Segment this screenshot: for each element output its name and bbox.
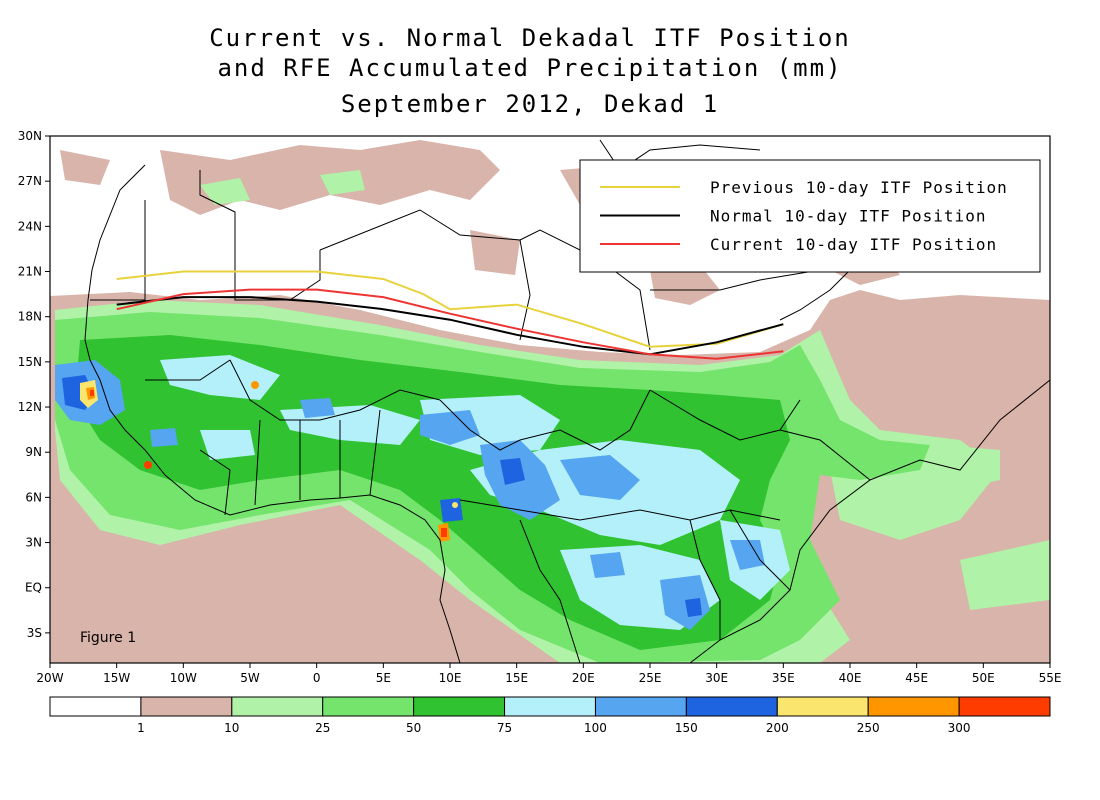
lat-label: 9N — [25, 445, 42, 459]
latitude-axis: 30N 27N 24N 21N 18N 15N 12N 9N 6N 3N EQ 3S — [18, 129, 50, 640]
lat-label: 18N — [18, 310, 42, 324]
color-bar-swatch — [594, 696, 687, 717]
lat-label: 24N — [18, 219, 42, 233]
title-line-2: and RFE Accumulated Precipitation (mm) — [217, 54, 843, 82]
lat-label: 27N — [18, 174, 42, 188]
lon-label: 10W — [170, 671, 197, 685]
legend-label: Previous 10-day ITF Position — [710, 178, 1008, 197]
color-bar-tick-label: 300 — [948, 721, 971, 735]
color-bar-tick-label: 200 — [766, 721, 789, 735]
lon-label: 20W — [36, 671, 63, 685]
itf-lines — [116, 270, 784, 360]
color-bar-tick-label: 250 — [857, 721, 880, 735]
title-line-3: September 2012, Dekad 1 — [340, 90, 720, 118]
color-bar-swatch — [140, 696, 233, 717]
lon-label: 55E — [1039, 671, 1062, 685]
legend-label: Normal 10-day ITF Position — [710, 207, 986, 226]
lon-label: 20E — [572, 671, 595, 685]
lat-label: 21N — [18, 265, 42, 279]
itf-legend: Previous 10-day ITF Position Normal 10-da… — [579, 159, 1041, 273]
precip-color-bar: 1 10 25 50 75 100 150 200 250 300 — [49, 696, 1051, 735]
lon-label: 50E — [972, 671, 995, 685]
lat-label: EQ — [25, 581, 42, 595]
lat-label: 6N — [25, 490, 42, 504]
lon-label: 10E — [439, 671, 462, 685]
itf-line-previous — [116, 270, 784, 348]
color-bar-tick-label: 1 — [137, 721, 145, 735]
itf-line-normal — [116, 296, 784, 356]
lat-label: 3S — [27, 626, 42, 640]
color-bar-tick-label: 75 — [497, 721, 512, 735]
lon-label: 5W — [240, 671, 260, 685]
precip-hotspots-layer — [80, 380, 458, 542]
map-frame — [49, 135, 1051, 664]
lon-label: 5E — [376, 671, 391, 685]
color-bar-swatch — [958, 696, 1051, 717]
lon-label: 15E — [505, 671, 528, 685]
color-bar-swatch — [322, 696, 415, 717]
legend-label: Current 10-day ITF Position — [710, 235, 997, 254]
color-bar-swatch — [776, 696, 869, 717]
lon-label: 45E — [905, 671, 928, 685]
color-bar-swatch — [867, 696, 960, 717]
lon-label: 15W — [103, 671, 130, 685]
lon-label: 0 — [313, 671, 321, 685]
lat-label: 30N — [18, 129, 42, 143]
lon-label: 40E — [839, 671, 862, 685]
lon-label: 25E — [639, 671, 662, 685]
lon-label: 30E — [705, 671, 728, 685]
color-bar-swatch — [504, 696, 596, 717]
lon-label: 35E — [772, 671, 795, 685]
color-bar-tick-label: 10 — [224, 721, 239, 735]
title-line-1: Current vs. Normal Dekadal ITF Position — [209, 24, 851, 52]
itf-line-current — [116, 288, 784, 360]
color-bar-tick-label: 150 — [675, 721, 698, 735]
figure-label: Figure 1 — [80, 630, 136, 646]
color-bar-tick-label: 50 — [406, 721, 421, 735]
color-bar-tick-label: 25 — [315, 721, 330, 735]
color-bar-swatch — [49, 696, 142, 717]
color-bar-swatch — [231, 696, 324, 717]
lat-label: 12N — [18, 400, 42, 414]
lat-label: 3N — [25, 536, 42, 550]
color-bar-swatch — [685, 696, 778, 717]
lat-label: 15N — [18, 355, 42, 369]
longitude-axis: 20W 15W 10W 5W 0 5E 10E 15E 20E 25E 30E 35E 40E 45E 50… — [36, 663, 1061, 685]
color-bar-swatch — [413, 696, 506, 717]
color-bar-tick-label: 100 — [584, 721, 607, 735]
